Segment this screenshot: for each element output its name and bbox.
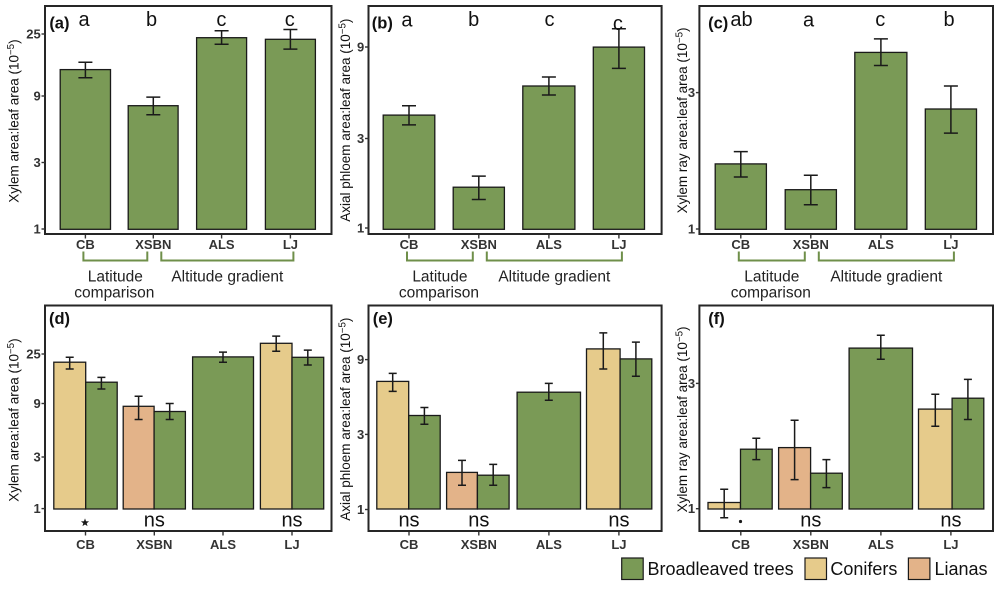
svg-text:comparison: comparison (399, 285, 479, 302)
svg-text:9: 9 (357, 352, 364, 367)
svg-text:Xylem ray area:leaf area (10−5: Xylem ray area:leaf area (10−5) (674, 28, 690, 214)
svg-text:XSBN: XSBN (136, 537, 172, 552)
svg-text:1: 1 (357, 502, 364, 517)
svg-text:ns: ns (398, 509, 419, 531)
svg-text:comparison: comparison (74, 285, 154, 302)
svg-text:3: 3 (357, 131, 364, 146)
svg-text:Xylem area:leaf area (10−5): Xylem area:leaf area (10−5) (6, 338, 22, 501)
svg-text:CB: CB (76, 237, 95, 252)
svg-text:25: 25 (26, 347, 40, 362)
svg-text:LJ: LJ (943, 237, 958, 252)
svg-text:ns: ns (144, 509, 165, 531)
svg-text:LJ: LJ (283, 237, 298, 252)
svg-text:XSBN: XSBN (135, 237, 171, 252)
svg-text:Axial phloem area:leaf area (1: Axial phloem area:leaf area (10−5) (337, 19, 353, 222)
svg-text:CB: CB (731, 237, 750, 252)
svg-text:9: 9 (357, 40, 364, 55)
svg-text:c: c (285, 9, 295, 31)
svg-text:ALS: ALS (868, 237, 894, 252)
svg-text:3: 3 (357, 427, 364, 442)
svg-text:ALS: ALS (536, 537, 562, 552)
svg-text:Altitude gradient: Altitude gradient (498, 269, 611, 286)
svg-text:a: a (401, 10, 413, 32)
svg-text:ns: ns (940, 509, 961, 531)
svg-text:ALS: ALS (209, 237, 235, 252)
svg-text:XSBN: XSBN (461, 237, 497, 252)
svg-text:XSBN: XSBN (461, 537, 497, 552)
svg-text:ALS: ALS (536, 237, 562, 252)
svg-text:1: 1 (33, 222, 40, 237)
svg-text:CB: CB (731, 537, 750, 552)
svg-text:3: 3 (688, 85, 695, 100)
svg-text:(f): (f) (708, 310, 724, 328)
svg-text:Latitude: Latitude (412, 269, 467, 286)
svg-text:9: 9 (33, 396, 40, 411)
svg-text:9: 9 (33, 89, 40, 104)
svg-text:Broadleaved trees: Broadleaved trees (648, 559, 794, 579)
svg-text:(c): (c) (708, 14, 728, 32)
svg-text:(d): (d) (49, 310, 70, 328)
svg-text:ns: ns (608, 509, 629, 531)
svg-text:Latitude: Latitude (88, 269, 143, 286)
svg-text:1: 1 (688, 222, 695, 237)
svg-text:LJ: LJ (611, 537, 626, 552)
svg-text:1: 1 (33, 501, 40, 516)
svg-text:ns: ns (281, 509, 302, 531)
svg-text:ab: ab (730, 9, 752, 31)
svg-text:Xylem ray area:leaf area (10−5: Xylem ray area:leaf area (10−5) (674, 327, 690, 513)
svg-text:Conifers: Conifers (830, 559, 897, 579)
svg-text:(b): (b) (372, 14, 393, 32)
svg-text:c: c (875, 9, 885, 31)
svg-text:XSBN: XSBN (793, 237, 829, 252)
svg-text:ns: ns (800, 509, 821, 531)
svg-text:CB: CB (76, 537, 95, 552)
svg-text:c: c (613, 13, 623, 35)
svg-text:1: 1 (357, 221, 364, 236)
svg-text:Xylem area:leaf area (10−5): Xylem area:leaf area (10−5) (6, 39, 22, 202)
svg-text:LJ: LJ (284, 537, 299, 552)
svg-text:b: b (944, 9, 955, 31)
svg-text:1: 1 (688, 501, 695, 516)
svg-text:c: c (216, 9, 226, 31)
svg-text:3: 3 (33, 450, 40, 465)
svg-text:Axial phloem area:leaf area (1: Axial phloem area:leaf area (10−5) (337, 318, 353, 521)
svg-text:(a): (a) (49, 14, 69, 32)
svg-text:3: 3 (33, 155, 40, 170)
svg-text:CB: CB (400, 237, 419, 252)
svg-text:(e): (e) (373, 310, 393, 328)
svg-text:Lianas: Lianas (935, 559, 988, 579)
svg-text:ALS: ALS (210, 537, 236, 552)
svg-text:a: a (803, 10, 815, 32)
svg-text:Altitude gradient: Altitude gradient (171, 269, 284, 286)
svg-text:b: b (468, 9, 479, 31)
svg-text:comparison: comparison (731, 285, 811, 302)
svg-text:LJ: LJ (611, 237, 626, 252)
svg-text:b: b (146, 9, 157, 31)
svg-text:25: 25 (26, 27, 40, 42)
svg-text:CB: CB (400, 537, 419, 552)
svg-text:XSBN: XSBN (793, 537, 829, 552)
svg-text:ALS: ALS (868, 537, 894, 552)
svg-text:c: c (545, 9, 555, 31)
svg-text:Altitude gradient: Altitude gradient (830, 269, 943, 286)
svg-text:ns: ns (468, 509, 489, 531)
svg-text:LJ: LJ (943, 537, 958, 552)
svg-text:Latitude: Latitude (744, 269, 799, 286)
svg-text:a: a (78, 9, 90, 31)
svg-text:3: 3 (688, 376, 695, 391)
